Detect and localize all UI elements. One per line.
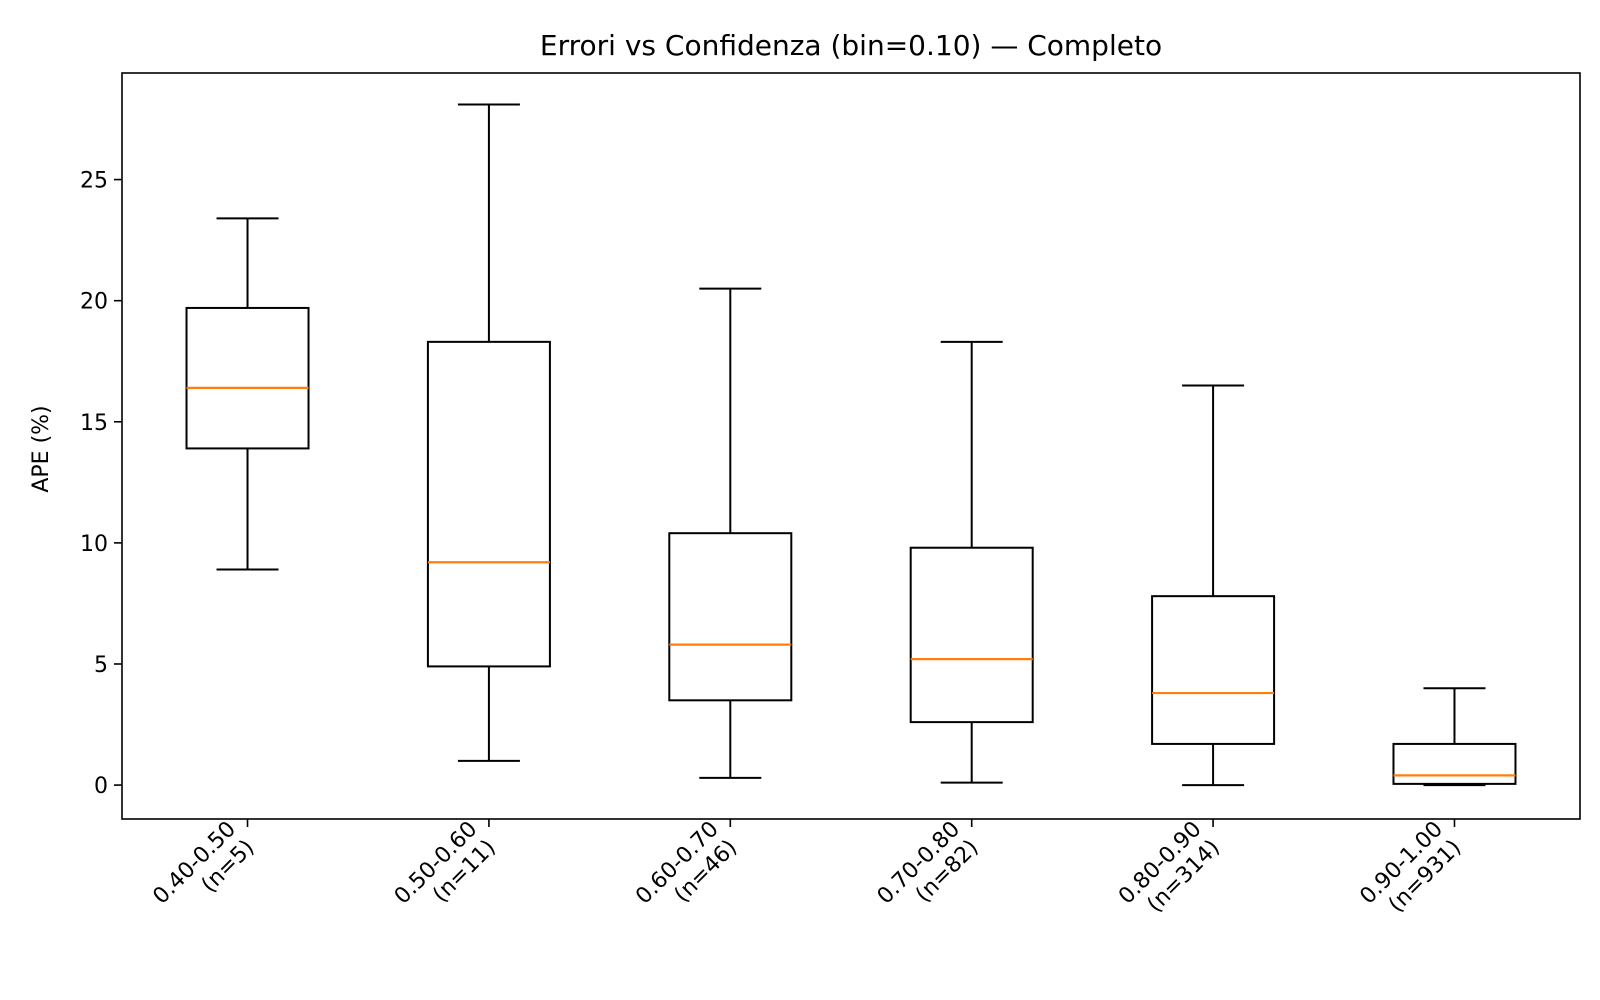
- y-tick-label: 20: [80, 290, 108, 315]
- x-tick-label: 0.40-0.50(n=5): [148, 817, 259, 928]
- y-tick-label: 15: [80, 411, 108, 436]
- box-group: [668, 287, 793, 779]
- y-tick-label: 5: [94, 653, 108, 678]
- box-group: [185, 217, 310, 571]
- x-tick-label: 0.50-0.60(n=11): [390, 817, 501, 928]
- x-tick-label: 0.90-1.00(n=931): [1355, 817, 1466, 928]
- box-group: [1392, 687, 1517, 787]
- box-group: [426, 103, 551, 762]
- chart-title: Errori vs Confidenza (bin=0.10) — Comple…: [540, 29, 1162, 62]
- x-tick-label: 0.60-0.70(n=46): [631, 817, 742, 928]
- box-group: [1151, 384, 1276, 787]
- y-tick-label: 10: [80, 532, 108, 557]
- iqr-box: [185, 306, 310, 450]
- iqr-box: [1392, 742, 1517, 785]
- axis-ticks: 0.40-0.50(n=5) 0.50-0.60(n=11) 0.60-0.70(n…: [80, 169, 1466, 928]
- boxes-layer: [185, 103, 1517, 787]
- iqr-box: [1151, 595, 1276, 745]
- box-group: [909, 340, 1034, 784]
- x-tick-label: 0.70-0.80(n=82): [873, 817, 984, 928]
- plot-frame: [121, 72, 1581, 820]
- iqr-box: [668, 532, 793, 702]
- y-axis-label: APE (%): [29, 405, 54, 492]
- iqr-box: [909, 546, 1034, 724]
- y-tick-label: 25: [80, 169, 108, 194]
- y-tick-label: 0: [94, 774, 108, 799]
- x-tick-label: 0.80-0.90(n=314): [1114, 817, 1225, 928]
- iqr-box: [426, 340, 551, 668]
